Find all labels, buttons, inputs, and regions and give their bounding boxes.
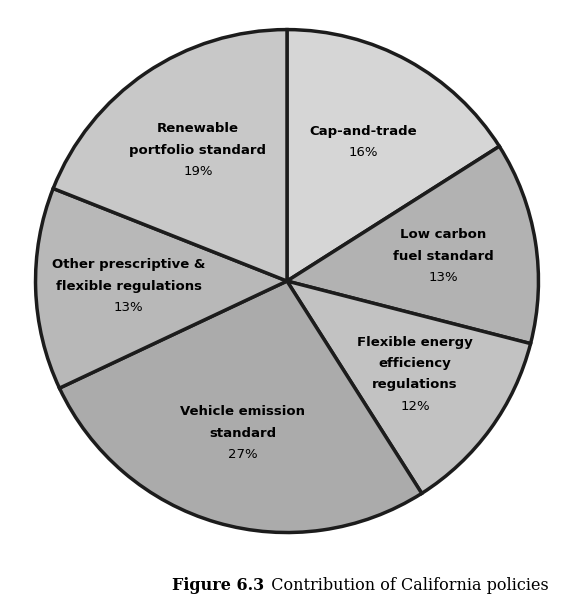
Text: Other prescriptive &: Other prescriptive & <box>52 258 205 271</box>
Wedge shape <box>287 29 499 281</box>
Wedge shape <box>287 146 538 343</box>
Wedge shape <box>36 188 287 388</box>
Text: 12%: 12% <box>400 400 430 413</box>
Text: flexible regulations: flexible regulations <box>56 280 201 293</box>
Text: Flexible energy: Flexible energy <box>357 335 473 349</box>
Wedge shape <box>60 281 422 533</box>
Text: regulations: regulations <box>373 378 458 392</box>
Text: 16%: 16% <box>348 147 378 159</box>
Text: Contribution of California policies: Contribution of California policies <box>261 577 549 594</box>
Text: 13%: 13% <box>114 301 144 314</box>
Text: Figure 6.3: Figure 6.3 <box>172 577 264 594</box>
Text: 19%: 19% <box>183 165 213 178</box>
Text: 27%: 27% <box>228 448 258 461</box>
Text: Vehicle emission: Vehicle emission <box>180 405 305 419</box>
Text: Low carbon: Low carbon <box>400 229 487 241</box>
Text: efficiency: efficiency <box>379 357 452 370</box>
Text: fuel standard: fuel standard <box>393 250 494 263</box>
Text: Renewable: Renewable <box>157 122 239 135</box>
Wedge shape <box>53 29 287 281</box>
Text: portfolio standard: portfolio standard <box>130 144 266 156</box>
Text: 13%: 13% <box>429 271 458 284</box>
Text: standard: standard <box>210 426 276 440</box>
Wedge shape <box>287 281 530 493</box>
Text: Cap-and-trade: Cap-and-trade <box>309 125 417 138</box>
